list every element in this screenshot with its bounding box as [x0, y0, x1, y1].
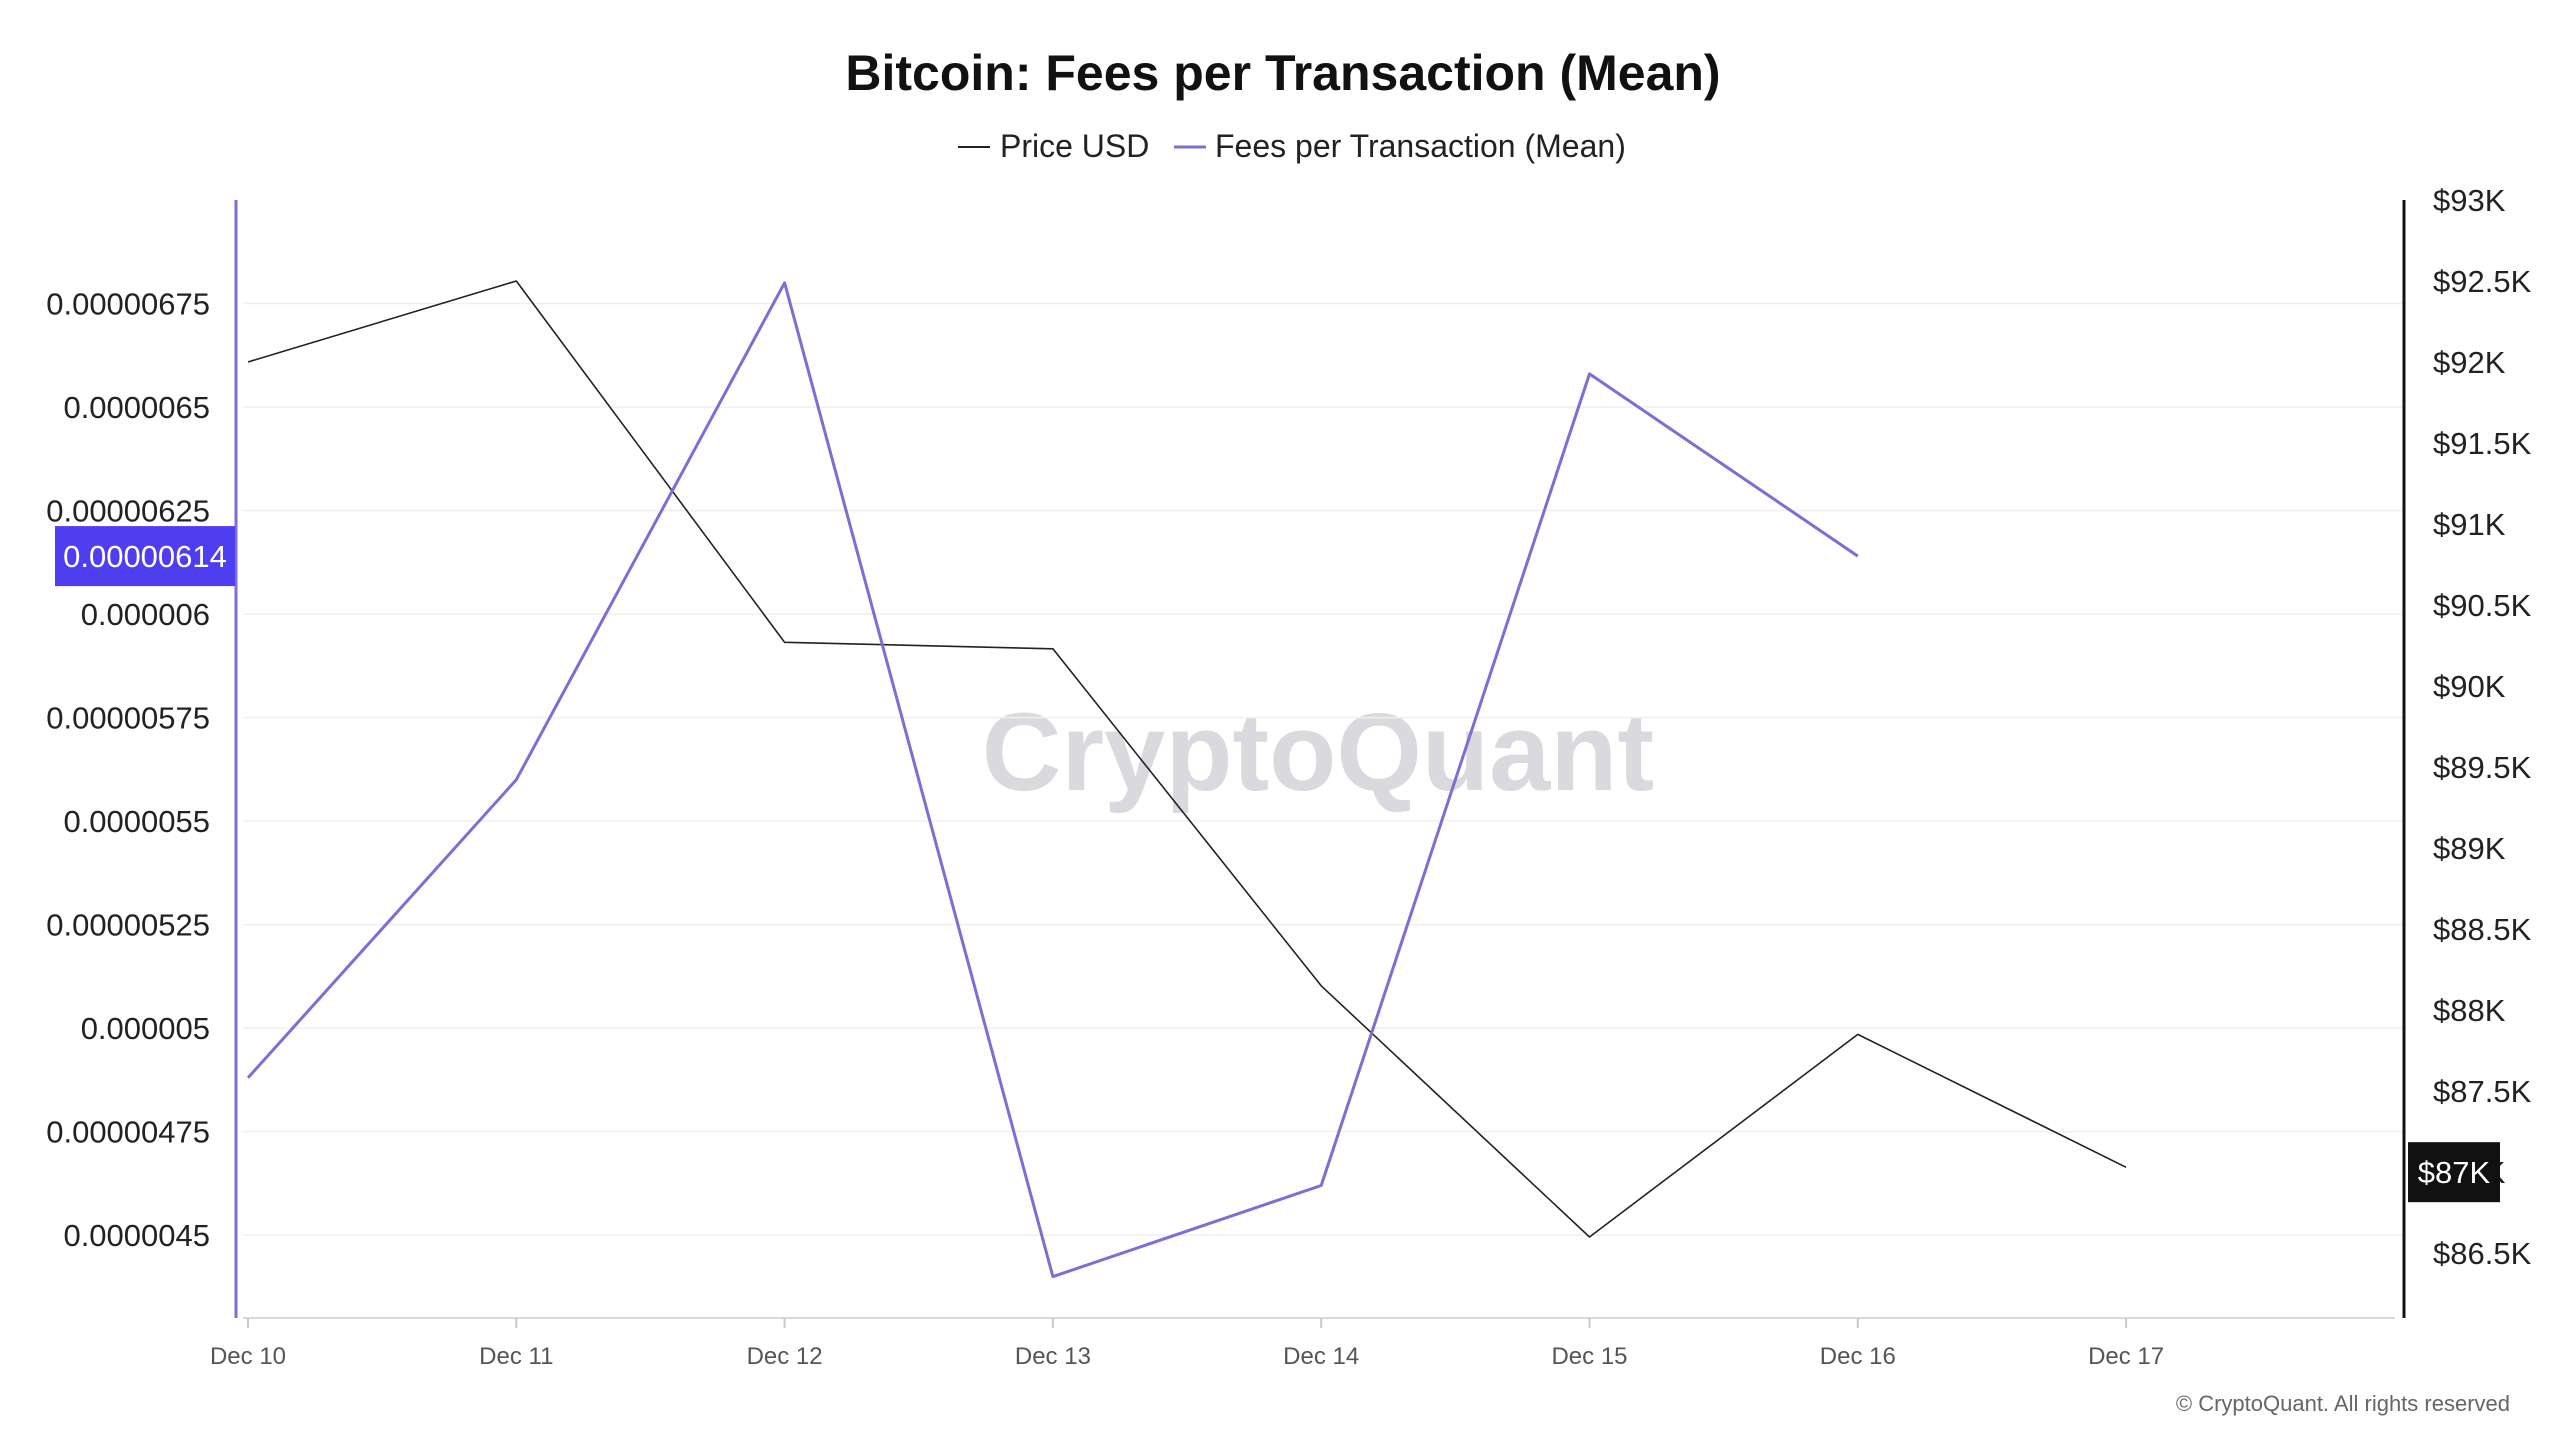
- left-tick-label: 0.00000625: [46, 494, 210, 529]
- left-highlight-label: 0.00000614: [63, 539, 227, 574]
- price-usd-line: [247, 280, 2127, 1238]
- left-tick-label: 0.00000475: [46, 1115, 210, 1150]
- left-tick-label: 0.00000675: [46, 287, 210, 322]
- tick-labels: 0.00000450.000004750.0000050.000005250.0…: [46, 183, 2531, 1370]
- axis-highlight-badges: 0.00000614 $87K: [55, 526, 2500, 1203]
- left-tick-label: 0.0000065: [63, 390, 210, 425]
- x-tick-label: Dec 11: [479, 1343, 553, 1370]
- watermark: CryptoQuant: [982, 691, 1654, 814]
- x-tick-label: Dec 10: [210, 1343, 286, 1370]
- left-tick-label: 0.00000525: [46, 908, 210, 943]
- axes: [234, 200, 2406, 1319]
- left-highlight-badge: [55, 526, 235, 587]
- legend-price-label[interactable]: Price USD: [1000, 128, 1149, 164]
- left-tick-label: 0.0000055: [63, 804, 210, 839]
- x-tick-label: Dec 13: [1015, 1343, 1091, 1370]
- left-tick-label: 0.00000575: [46, 701, 210, 736]
- x-tick-label: Dec 14: [1283, 1343, 1359, 1370]
- right-tick-label: $90.5K: [2433, 588, 2532, 623]
- left-tick-label: 0.000005: [81, 1011, 210, 1046]
- x-tick-label: Dec 16: [1820, 1343, 1896, 1370]
- copyright-notice: © CryptoQuant. All rights reserved: [2176, 1391, 2510, 1416]
- right-tick-label: $86.5K: [2433, 1236, 2532, 1271]
- right-highlight-badge: [2408, 1142, 2500, 1203]
- right-tick-label: $92.5K: [2433, 264, 2532, 299]
- right-tick-label: $88.5K: [2433, 912, 2532, 947]
- chart-title: Bitcoin: Fees per Transaction (Mean): [845, 45, 1720, 101]
- right-tick-label: $91K: [2433, 507, 2506, 542]
- x-tick-label: Dec 17: [2088, 1343, 2164, 1370]
- left-tick-label: 0.0000045: [63, 1218, 210, 1253]
- legend: Price USD Fees per Transaction (Mean): [958, 128, 1626, 164]
- x-tick-label: Dec 15: [1551, 1343, 1627, 1370]
- right-highlight-label: $87K: [2418, 1155, 2491, 1190]
- right-tick-label: $90K: [2433, 669, 2506, 704]
- right-tick-label: $88K: [2433, 993, 2506, 1028]
- right-tick-label: $87.5K: [2433, 1074, 2532, 1109]
- right-tick-label: $93K: [2433, 183, 2506, 218]
- right-tick-label: $89.5K: [2433, 750, 2532, 785]
- series-lines: [246, 280, 2127, 1279]
- grid-lines: [243, 302, 2405, 1236]
- right-tick-label: $89K: [2433, 831, 2506, 866]
- legend-fees-label[interactable]: Fees per Transaction (Mean): [1215, 128, 1626, 164]
- x-tick-label: Dec 12: [747, 1343, 823, 1370]
- right-tick-label: $91.5K: [2433, 426, 2532, 461]
- left-tick-label: 0.000006: [81, 597, 210, 632]
- right-tick-label: $92K: [2433, 345, 2506, 380]
